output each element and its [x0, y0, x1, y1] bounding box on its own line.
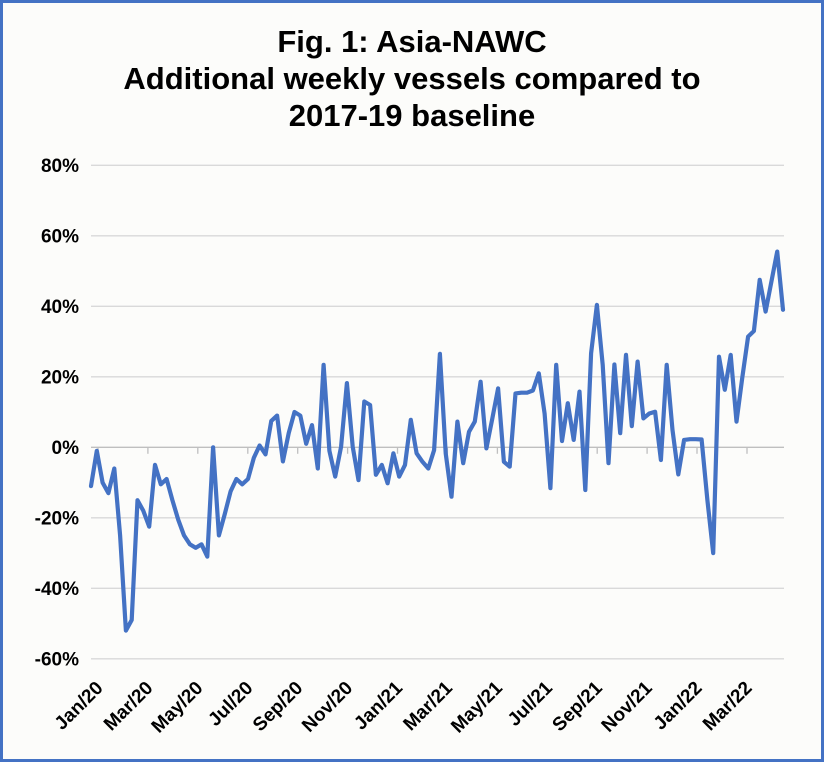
y-axis-tick-label: 60% — [41, 226, 79, 247]
x-axis-tick-label: Sep/21 — [549, 677, 607, 735]
x-axis-tick-label: Mar/20 — [100, 678, 157, 735]
x-axis-tick-label: May/21 — [447, 677, 507, 737]
x-axis-tick-label: Jan/20 — [51, 678, 108, 735]
y-axis-tick-label: -60% — [35, 649, 79, 670]
x-axis-tick-label: Jan/21 — [350, 677, 407, 734]
y-axis-tick-label: 20% — [41, 367, 79, 388]
x-axis-tick-label: Jan/22 — [650, 678, 707, 735]
data-line — [88, 249, 786, 633]
x-axis-tick-label: Mar/21 — [400, 677, 458, 735]
x-axis-tick-label: Nov/20 — [298, 678, 357, 737]
y-axis-tick-label: 80% — [41, 156, 79, 177]
x-axis-tick-label: Mar/22 — [699, 678, 756, 735]
y-axis-tick-label: 0% — [52, 438, 80, 459]
chart-title: Fig. 1: Asia-NAWC Additional weekly vess… — [123, 24, 701, 133]
y-axis-tick-label: -20% — [35, 508, 79, 529]
chart-plot-area: 80%60%40%20%0%-20%-40%-60%Jan/20Mar/20Ma… — [35, 156, 786, 738]
x-axis-tick-label: Nov/21 — [598, 677, 657, 736]
y-axis-tick-label: 40% — [41, 297, 79, 318]
x-axis-tick-label: Sep/20 — [249, 678, 307, 736]
x-axis-tick-label: May/20 — [148, 678, 208, 738]
y-axis-tick-label: -40% — [35, 579, 79, 600]
